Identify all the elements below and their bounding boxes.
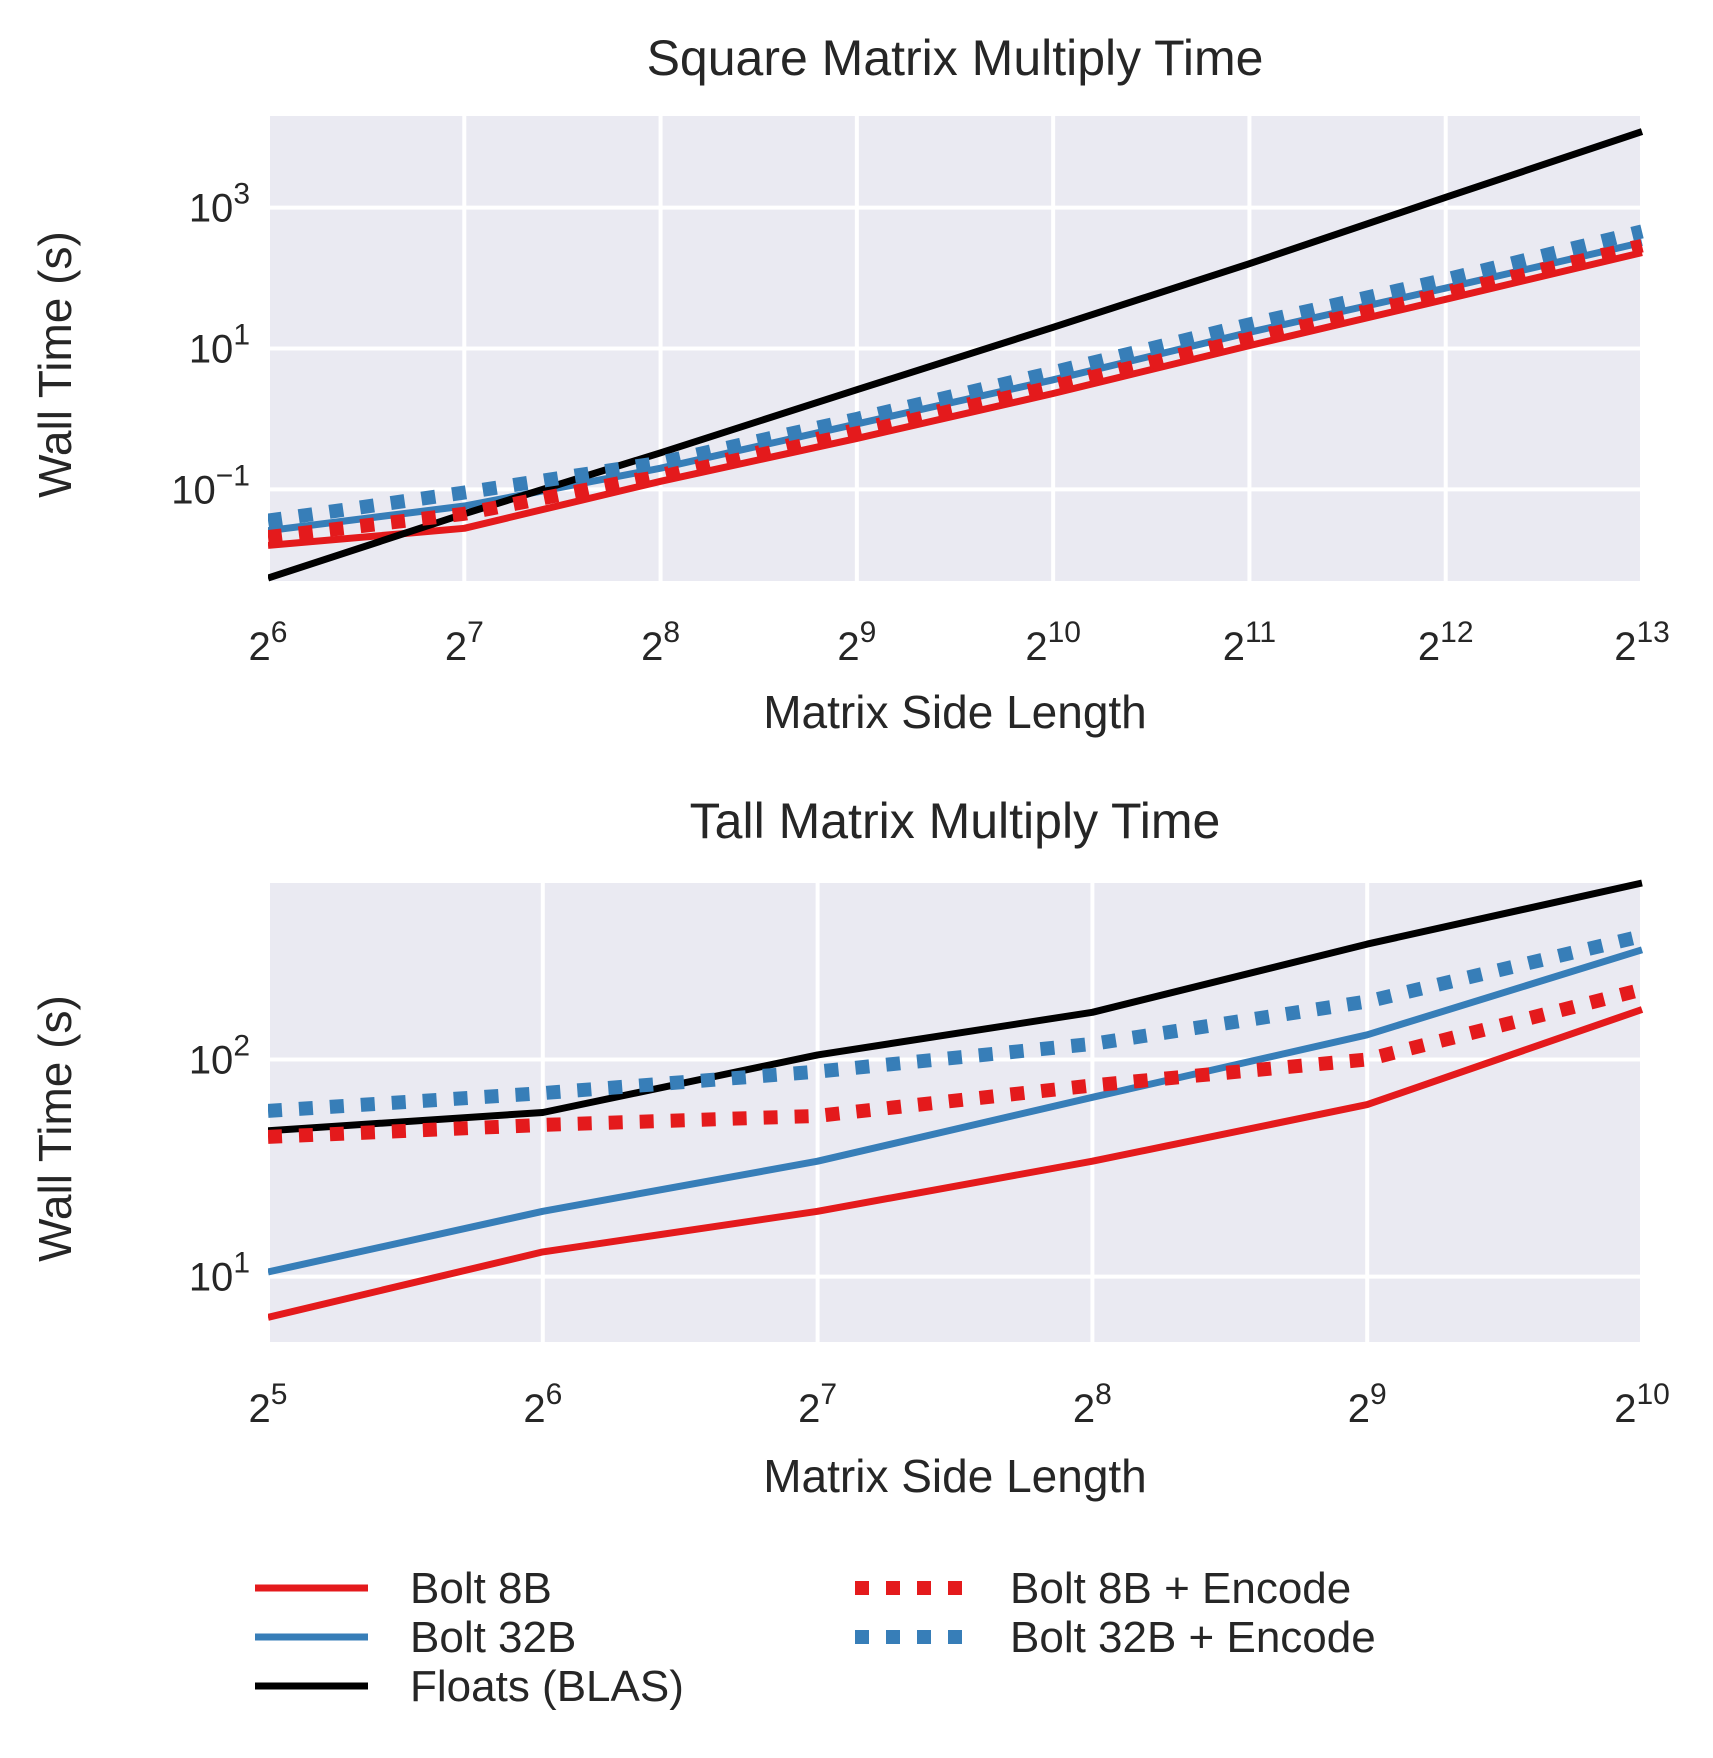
- series-line-bolt-8b-encode: [268, 982, 1644, 1144]
- x-tick-label: 29: [1348, 1378, 1387, 1431]
- x-tick-label: 28: [1073, 1378, 1112, 1431]
- legend-label: Bolt 8B: [410, 1564, 552, 1613]
- x-tick-label: 27: [445, 616, 484, 669]
- x-tick-label: 28: [641, 616, 680, 669]
- series-group: [268, 128, 1644, 582]
- x-tick-label: 26: [523, 1378, 562, 1431]
- x-tick-label: 29: [837, 616, 876, 669]
- series-line-floats-blas: [268, 879, 1643, 1135]
- series-line-bolt-32b-encode: [268, 929, 1644, 1118]
- y-tick-label: 102: [189, 1030, 250, 1083]
- x-axis-label: Matrix Side Length: [763, 686, 1147, 738]
- x-axis-label: Matrix Side Length: [763, 1450, 1147, 1502]
- chart-title: Tall Matrix Multiply Time: [690, 793, 1221, 849]
- series-line-bolt-8b: [268, 249, 1643, 549]
- legend-item-bolt-32b: Bolt 32B: [255, 1613, 576, 1662]
- tall-matrix-chart: 25 26 27 28 29 210 101 102 Tall Matrix Multiply …: [29, 793, 1670, 1502]
- x-tick-label: 212: [1418, 616, 1474, 669]
- series-group: [268, 879, 1644, 1321]
- plot-area: [268, 883, 1642, 1342]
- x-tick-label: 210: [1025, 616, 1081, 669]
- square-matrix-chart: 26 27 28 29 210 211 212 213 10−1 101 103 Square Mat…: [29, 30, 1670, 738]
- x-tick-label: 213: [1614, 616, 1670, 669]
- x-tick-label: 211: [1223, 616, 1276, 669]
- y-axis-label: Wall Time (s): [29, 995, 81, 1262]
- series-line-bolt-32b: [268, 946, 1644, 1276]
- legend-item-bolt-8b: Bolt 8B: [255, 1564, 552, 1613]
- legend-item-bolt-8b-encode: Bolt 8B + Encode: [855, 1564, 1351, 1613]
- chart-title: Square Matrix Multiply Time: [647, 30, 1264, 86]
- x-tick-label: 210: [1614, 1378, 1670, 1431]
- legend-item-bolt-32b-encode: Bolt 32B + Encode: [855, 1613, 1376, 1662]
- y-tick-label: 103: [189, 178, 250, 231]
- series-line-bolt-32b: [268, 239, 1643, 535]
- legend-label: Bolt 32B: [410, 1613, 576, 1662]
- series-line-bolt-8b: [268, 1006, 1644, 1321]
- legend-item-floats-blas: Floats (BLAS): [255, 1662, 684, 1711]
- series-line-floats-blas: [268, 128, 1644, 582]
- y-tick-label: 101: [189, 319, 250, 372]
- x-tick-label: 27: [798, 1378, 837, 1431]
- x-tick-label: 25: [249, 1378, 288, 1431]
- legend-label: Bolt 8B + Encode: [1010, 1564, 1351, 1613]
- legend-label: Bolt 32B + Encode: [1010, 1613, 1376, 1662]
- legend-label: Floats (BLAS): [410, 1662, 684, 1711]
- y-tick-label: 10−1: [171, 459, 250, 512]
- y-axis-label: Wall Time (s): [29, 231, 81, 498]
- y-tick-label: 101: [189, 1247, 250, 1300]
- x-tick-label: 26: [249, 616, 288, 669]
